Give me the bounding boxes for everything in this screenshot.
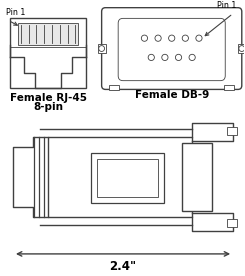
FancyBboxPatch shape [102, 8, 242, 89]
Circle shape [196, 35, 202, 41]
Bar [238, 44, 245, 54]
Circle shape [148, 54, 154, 60]
FancyBboxPatch shape [118, 18, 225, 81]
Bar [224, 84, 234, 91]
Bar [110, 84, 119, 91]
Bar [48, 137, 192, 217]
Text: Female RJ-45: Female RJ-45 [10, 93, 86, 103]
Bar [18, 23, 78, 45]
Bar [98, 44, 106, 54]
Circle shape [162, 54, 168, 60]
Bar [183, 143, 212, 211]
Text: Pin 1: Pin 1 [6, 8, 26, 17]
Bar [91, 153, 164, 203]
Text: 8-pin: 8-pin [33, 102, 63, 112]
Circle shape [182, 35, 188, 41]
Bar [227, 128, 237, 135]
Text: Female DB-9: Female DB-9 [135, 91, 209, 100]
Bar [10, 18, 86, 88]
Text: Pin 1: Pin 1 [217, 1, 236, 10]
Circle shape [169, 35, 175, 41]
Bar [227, 219, 237, 227]
Circle shape [239, 46, 245, 51]
Circle shape [141, 35, 147, 41]
Text: 2.4": 2.4" [110, 260, 137, 273]
Circle shape [155, 35, 161, 41]
Circle shape [99, 46, 105, 51]
Circle shape [175, 54, 182, 60]
Circle shape [189, 54, 195, 60]
Bar [97, 158, 158, 197]
